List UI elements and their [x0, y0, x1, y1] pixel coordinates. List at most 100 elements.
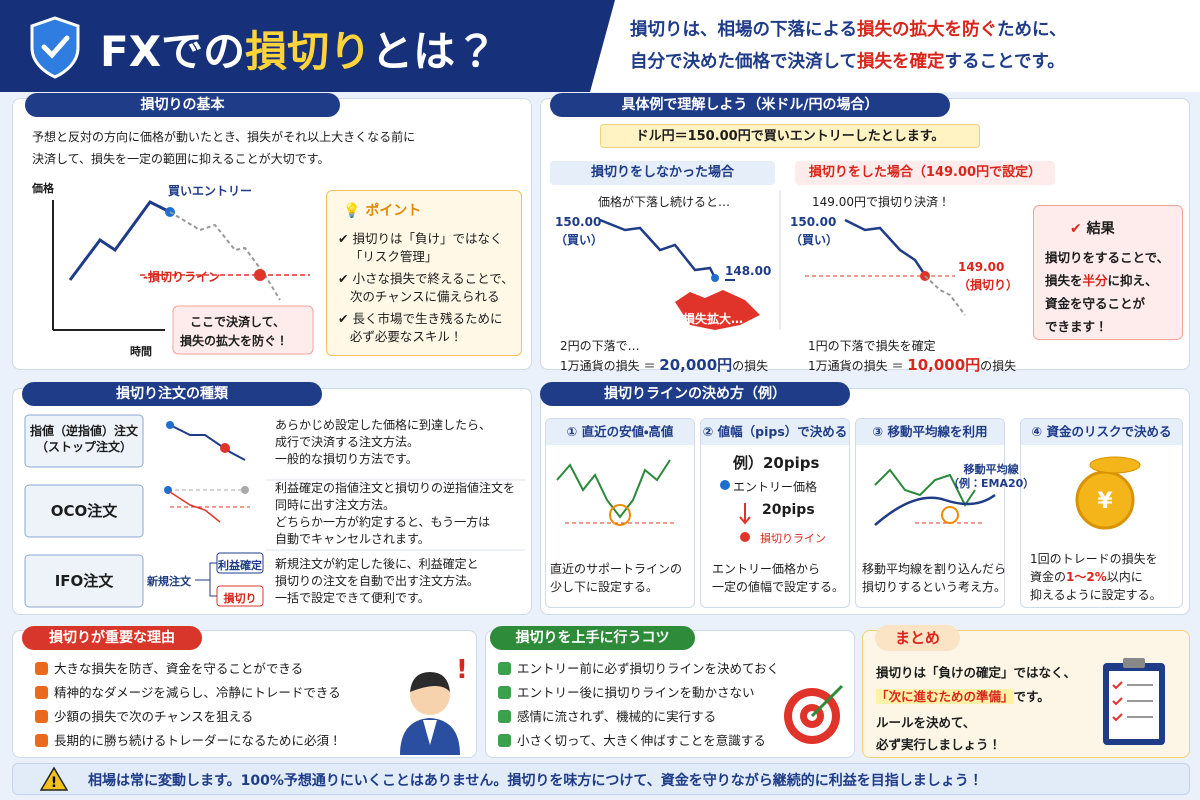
- t: 結果: [1086, 221, 1115, 237]
- t: 小さな損失で終えることで、: [352, 271, 514, 286]
- panel: [12, 630, 477, 758]
- tip-item: 小さく切って、大きく伸ばすことを意識する: [498, 730, 766, 749]
- t: 一般的な損切り方法です。: [275, 452, 418, 466]
- price-sub: （損切り）: [958, 278, 1019, 292]
- t: （例：EMA20）: [948, 477, 1035, 490]
- t: 抑えるように設定する。: [1030, 588, 1162, 602]
- orders-diagrams: [24, 414, 525, 608]
- loss: 1万通貨の損失 ＝ 20,000円の損失: [560, 354, 768, 375]
- result-text: できます！: [1045, 319, 1108, 334]
- card-title: ② 値幅（pips）で決める: [701, 419, 849, 445]
- t: 小さく切って、大きく伸ばすことを意識する: [517, 733, 766, 748]
- method-desc: 1回のトレードの損失を 資金の1～2%以内に 抑えるように設定する。: [1030, 550, 1162, 604]
- t: 10,000円: [907, 356, 981, 374]
- t: エントリー前に必ず損切りラインを決めておく: [517, 661, 780, 676]
- method-card: ③ 移動平均線を利用: [855, 418, 1005, 608]
- tip-item: 感情に流されず、機械的に実行する: [498, 706, 716, 725]
- t: の損失: [732, 359, 769, 373]
- point-title: 💡 ポイント: [343, 203, 422, 219]
- point-box: [326, 190, 522, 356]
- axis-label: 時間: [130, 345, 152, 358]
- order-name: 指値（逆指値）注文 （ストップ注文）: [25, 423, 143, 455]
- t: エントリー価格から: [712, 562, 821, 576]
- result-box: [1033, 205, 1183, 340]
- t: の損失: [980, 359, 1017, 373]
- result-title: ✔ 結果: [1070, 221, 1115, 237]
- point-item: ✔ 損切りは「負け」ではなく 「リスク管理」: [338, 231, 503, 264]
- header-desc: 損切りは、相場の下落による損失の拡大を防ぐために、: [630, 16, 1066, 41]
- t: 20,000円: [659, 356, 733, 374]
- t: 少し下に設定する。: [550, 580, 659, 594]
- card-title: ① 直近の安値・高値: [546, 419, 694, 445]
- t: に抑え、: [1107, 273, 1158, 288]
- diagram-label: 利益確定: [218, 559, 262, 572]
- t: 長く市場で生き残るために: [352, 311, 503, 326]
- premise: ドル円＝150.00円で買いエントリーしたとします。: [600, 124, 980, 148]
- summary-line: 「次に進むための準備」です。: [876, 686, 1050, 705]
- t: 移動平均線: [963, 463, 1019, 476]
- t: 資金の: [1030, 570, 1067, 584]
- t: することです。: [944, 52, 1065, 72]
- footer-text: 相場は常に変動します。100%予想通りにいくことはありません。損切りを味方につけ…: [88, 773, 983, 789]
- title-part: FXでの: [100, 27, 246, 76]
- method-card: ② 値幅（pips）で決める: [700, 418, 850, 608]
- method-example: 例）20pips: [733, 454, 820, 472]
- t: 一括で設定できて便利です。: [275, 591, 430, 605]
- tip-item: エントリー後に損切りラインを動かさない: [498, 682, 755, 701]
- t: 新規注文が約定した後に、利益確定と: [275, 557, 479, 571]
- chart-label: 買いエントリー: [168, 184, 253, 198]
- reason-item: 長期的に勝ち続けるトレーダーになるために必須！: [35, 730, 342, 749]
- note: 損失の拡大を防ぐ！: [180, 334, 289, 348]
- t: 大きな損失を防ぎ、資金を守ることができる: [54, 661, 304, 676]
- t: 指値（逆指値）注文: [29, 424, 138, 438]
- svg-text:!: !: [456, 655, 468, 685]
- t: 損切りは「負け」ではなく: [352, 231, 503, 246]
- t: 一定の値幅で設定する。: [712, 580, 845, 594]
- order-desc: 新規注文が約定した後に、利益確定と 損切りの注文を自動で出す注文方法。 一括で設定で…: [275, 556, 479, 607]
- point-item: ✔ 小さな損失で終えることで、 次のチャンスに備えられる: [338, 271, 514, 304]
- t: 必ず必要なスキル！: [349, 329, 463, 344]
- header-desc: 自分で決めた価格で決済して損失を確定することです。: [630, 48, 1065, 73]
- basics-chart: [52, 200, 314, 355]
- example-charts: [599, 190, 966, 330]
- t: 1万通貨の損失 ＝: [808, 359, 908, 373]
- result-text: 損失を半分に抑え、: [1045, 270, 1158, 289]
- price: 150.00: [555, 215, 602, 229]
- t: 以内に: [1106, 570, 1143, 584]
- text: 決済して、損失を一定の範囲に抑えることが大切です。: [32, 152, 330, 166]
- text: 2円の下落で…: [560, 339, 640, 353]
- svg-text:!: !: [51, 775, 57, 791]
- card-title: ④ 資金のリスクで決める: [1021, 419, 1182, 445]
- chart-label: -損切りライン: [143, 270, 220, 284]
- text: 1円の下落で損失を確定: [808, 339, 936, 353]
- method-card: ① 直近の安値・高値: [545, 418, 695, 608]
- person-icon: !: [400, 655, 468, 755]
- title-part: とは？: [371, 27, 498, 76]
- t: 移動平均線を割り込んだら: [862, 562, 1007, 576]
- t: 1～2%: [1066, 570, 1107, 584]
- method-label: 移動平均線 （例：EMA20）: [948, 463, 1034, 491]
- svg-text:¥: ¥: [1097, 489, 1113, 514]
- summary-line: 必ず実行しましょう！: [876, 737, 1002, 752]
- method-desc: 直近のサポートラインの 少し下に設定する。: [550, 560, 682, 596]
- price: 149.00: [958, 260, 1005, 274]
- order-desc: あらかじめ設定した価格に到達したら、 成行で決済する注文方法。 一般的な損切り方法で…: [275, 417, 491, 468]
- t: 自動でキャンセルされます。: [275, 532, 430, 546]
- reason-item: 精神的なダメージを減らし、冷静にトレードできる: [35, 682, 341, 701]
- method-label: 損切りライン: [760, 532, 826, 545]
- t: 半分: [1082, 273, 1108, 288]
- t: 損失を確定: [856, 52, 945, 72]
- caption: 価格が下落し続けると…: [598, 195, 731, 209]
- section-title: 具体例で理解しよう（米ドル/円の場合）: [550, 93, 950, 117]
- result-text: 資金を守ることが: [1045, 296, 1146, 311]
- section-title: 損切りを上手に行うコツ: [490, 626, 695, 650]
- t: 感情に流されず、機械的に実行する: [517, 709, 717, 724]
- t: 少額の損失で次のチャンスを狙える: [54, 709, 254, 724]
- t: エントリー後に損切りラインを動かさない: [517, 685, 755, 700]
- t: 「リスク管理」: [349, 249, 438, 264]
- t: 精神的なダメージを減らし、冷静にトレードできる: [54, 685, 341, 700]
- price-sub: （買い）: [555, 233, 604, 247]
- summary-line: 損切りは「負けの確定」ではなく、: [876, 665, 1077, 680]
- method-label: 20pips: [762, 502, 815, 518]
- title-part: 損切り: [245, 27, 372, 76]
